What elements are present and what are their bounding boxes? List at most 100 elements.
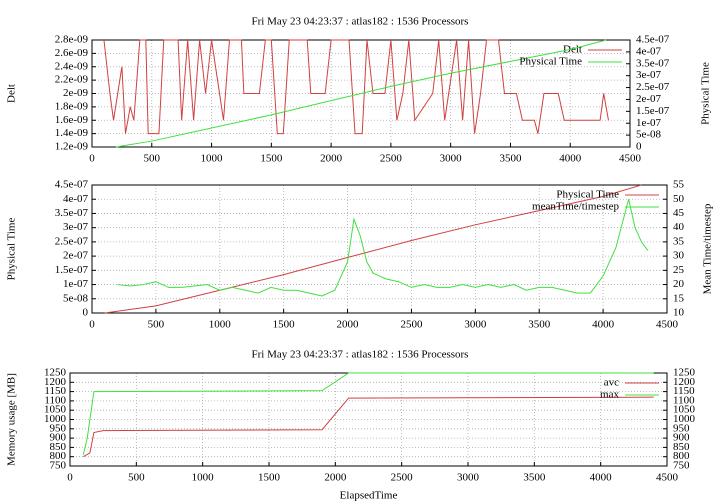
x-tick-label: 500 <box>144 153 161 165</box>
y2-tick-label: 900 <box>673 432 690 444</box>
y2-tick-label: 3.5e-07 <box>636 57 670 69</box>
legend-label: Physical Time <box>556 189 619 201</box>
series-line <box>117 199 649 297</box>
x-tick-label: 4500 <box>656 319 679 331</box>
y2-tick-label: 15 <box>673 292 685 304</box>
x-tick-label: 2000 <box>320 153 343 165</box>
y2-tick-label: 30 <box>673 250 685 262</box>
y2-tick-label: 800 <box>673 450 690 462</box>
y-axis-label: Physical Time <box>6 218 18 281</box>
legend-label: max <box>600 389 619 401</box>
legend-label: Delt <box>563 44 582 56</box>
x-tick-label: 1000 <box>209 319 232 331</box>
y-tick-label: 800 <box>50 450 67 462</box>
y-tick-label: 3e-07 <box>63 221 89 233</box>
y-tick-label: 900 <box>50 432 67 444</box>
y-tick-label: 1100 <box>44 394 66 406</box>
series-line <box>82 372 654 455</box>
y-tick-label: 850 <box>50 441 67 453</box>
y-tick-label: 3.5e-07 <box>55 207 89 219</box>
y-axis-label: Delt <box>6 84 18 103</box>
legend-label: Physical Time <box>519 56 582 68</box>
y-tick-label: 1.6e-09 <box>55 114 89 126</box>
x-tick-label: 0 <box>89 153 95 165</box>
x-tick-label: 3000 <box>440 153 463 165</box>
series-line <box>83 396 654 458</box>
y2-tick-label: 35 <box>673 235 685 247</box>
chart-title: Fri May 23 04:23:37 : atlas182 : 1536 Pr… <box>252 16 469 28</box>
y2-tick-label: 20 <box>673 278 685 290</box>
y2-axis-label: Physical Time <box>700 62 712 125</box>
y-tick-label: 2.8e-09 <box>55 34 89 46</box>
y-tick-label: 2.4e-09 <box>55 60 89 72</box>
x-axis-label: ElapsedTime <box>340 490 398 502</box>
y2-tick-label: 1.5e-07 <box>636 105 670 117</box>
x-tick-label: 1000 <box>201 153 224 165</box>
x-tick-label: 4000 <box>590 472 613 484</box>
y-tick-label: 2e-07 <box>63 250 89 262</box>
x-tick-label: 4000 <box>592 319 615 331</box>
y2-tick-label: 1e-07 <box>636 117 662 129</box>
x-tick-label: 3000 <box>457 472 480 484</box>
y2-tick-label: 10 <box>673 307 685 319</box>
x-tick-label: 2500 <box>380 153 403 165</box>
x-tick-label: 2000 <box>324 472 347 484</box>
y2-tick-label: 1150 <box>673 385 695 397</box>
y-tick-label: 2.2e-09 <box>55 74 89 86</box>
y-tick-label: 5e-08 <box>63 292 89 304</box>
y-tick-label: 1.8e-09 <box>55 100 89 112</box>
y2-tick-label: 40 <box>673 221 685 233</box>
y2-tick-label: 850 <box>673 441 690 453</box>
y2-tick-label: 2e-07 <box>636 93 662 105</box>
y2-tick-label: 2.5e-07 <box>636 81 670 93</box>
y-tick-label: 4e-07 <box>63 193 89 205</box>
y-tick-label: 1050 <box>44 404 67 416</box>
series-line <box>115 39 607 148</box>
y-tick-label: 750 <box>50 460 67 472</box>
x-tick-label: 0 <box>89 319 95 331</box>
y-tick-label: 1.5e-07 <box>55 264 89 276</box>
y-tick-label: 1000 <box>44 413 67 425</box>
y2-tick-label: 25 <box>673 264 685 276</box>
y2-tick-label: 50 <box>673 193 685 205</box>
y-tick-label: 0 <box>83 307 89 319</box>
y2-tick-label: 4.5e-07 <box>636 34 670 46</box>
y2-tick-label: 1050 <box>673 404 696 416</box>
y-tick-label: 2.6e-09 <box>55 47 89 59</box>
y-tick-label: 1150 <box>44 385 66 397</box>
x-tick-label: 4500 <box>619 153 642 165</box>
y2-tick-label: 950 <box>673 422 690 434</box>
y2-tick-label: 5e-08 <box>636 129 662 141</box>
x-tick-label: 500 <box>128 472 145 484</box>
legend-label: avc <box>604 377 619 389</box>
x-tick-label: 1000 <box>192 472 215 484</box>
series-line <box>104 184 642 314</box>
y2-tick-label: 55 <box>673 179 685 191</box>
y-axis-label: Memory usage [MB] <box>6 373 18 466</box>
chart-title: Fri May 23 04:23:37 : atlas182 : 1536 Pr… <box>252 349 469 361</box>
x-tick-label: 3500 <box>528 319 551 331</box>
x-tick-label: 4000 <box>559 153 582 165</box>
y2-tick-label: 1200 <box>673 376 696 388</box>
x-tick-label: 4500 <box>656 472 679 484</box>
y-tick-label: 1e-07 <box>63 278 89 290</box>
y2-tick-label: 1000 <box>673 413 696 425</box>
y-tick-label: 2e-09 <box>63 87 89 99</box>
x-tick-label: 1500 <box>260 153 283 165</box>
x-tick-label: 500 <box>148 319 165 331</box>
y-tick-label: 1200 <box>44 376 67 388</box>
y-tick-label: 950 <box>50 422 67 434</box>
plot-frame <box>91 39 631 148</box>
x-tick-label: 3500 <box>499 153 522 165</box>
y-tick-label: 4.5e-07 <box>55 179 89 191</box>
y2-tick-label: 4e-07 <box>636 45 662 57</box>
y2-tick-label: 750 <box>673 460 690 472</box>
y-tick-label: 2.5e-07 <box>55 235 89 247</box>
y2-axis-label: Mean Time/timestep <box>702 203 714 294</box>
y-tick-label: 1.4e-09 <box>55 127 89 139</box>
x-tick-label: 0 <box>67 472 73 484</box>
x-tick-label: 2500 <box>400 319 423 331</box>
x-tick-label: 3500 <box>523 472 546 484</box>
y2-tick-label: 1250 <box>673 367 696 379</box>
legend-label: meanTime/timestep <box>532 201 619 213</box>
